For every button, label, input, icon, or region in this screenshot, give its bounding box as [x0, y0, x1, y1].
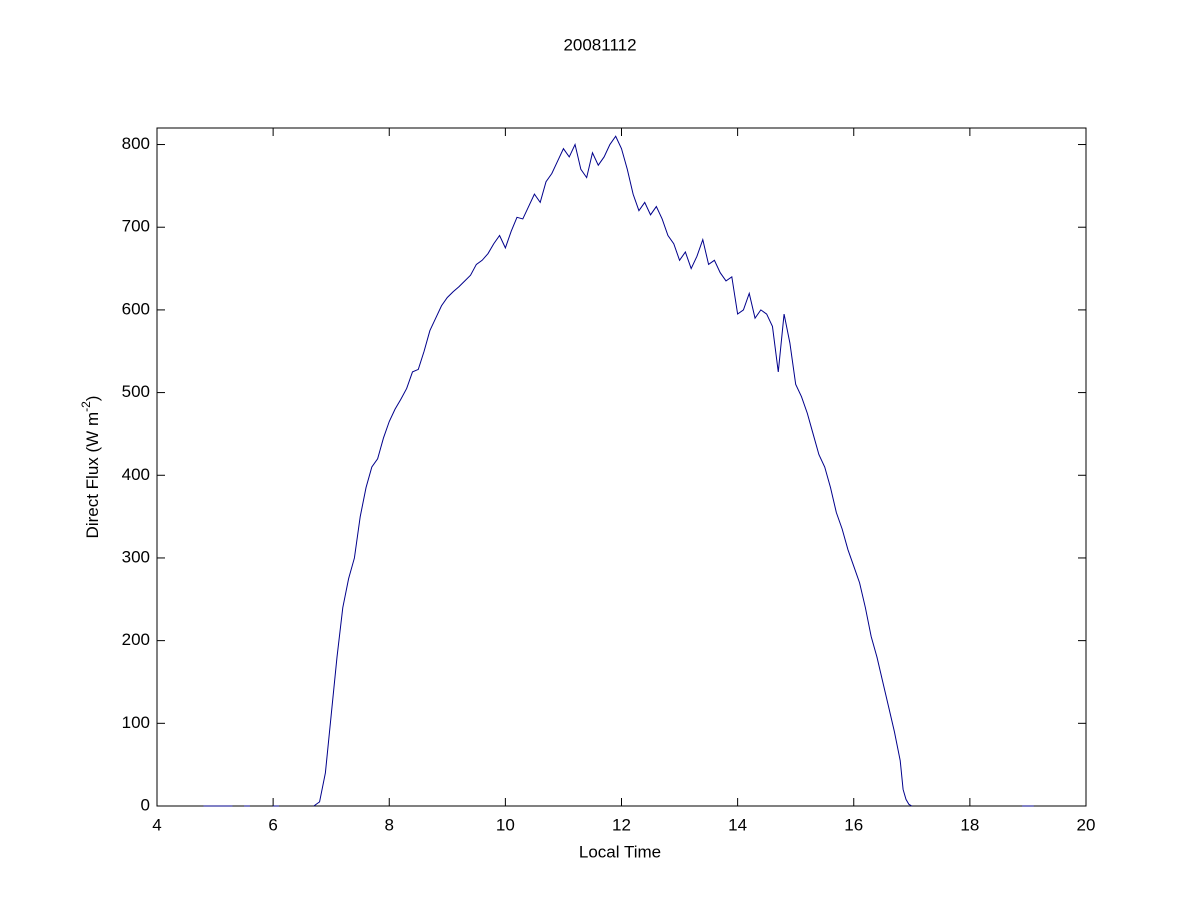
x-tick-label: 12: [612, 815, 631, 834]
x-tick-label: 18: [960, 815, 979, 834]
y-tick-label: 300: [122, 547, 150, 566]
y-label-sup: -2: [79, 401, 93, 412]
x-tick-label: 6: [268, 815, 277, 834]
data-line: [203, 135, 1034, 807]
x-tick-label: 4: [152, 815, 161, 834]
x-tick-label: 16: [844, 815, 863, 834]
y-tick-label: 0: [141, 795, 150, 814]
y-label-end: ): [83, 396, 102, 402]
x-tick-label: 8: [385, 815, 394, 834]
plot-area: [156, 127, 1087, 807]
y-tick-label: 500: [122, 382, 150, 401]
y-tick-label: 600: [122, 299, 150, 318]
chart-title: 20081112: [563, 35, 636, 54]
y-tick-label: 800: [122, 134, 150, 153]
y-axis-label: Direct Flux (W m-2): [79, 396, 102, 539]
y-tick-label: 100: [122, 713, 150, 732]
x-tick-label: 10: [496, 815, 515, 834]
y-tick-label: 200: [122, 630, 150, 649]
y-tick-label: 700: [122, 217, 150, 236]
y-label-text: Direct Flux (W m: [83, 412, 102, 539]
x-axis-label: Local Time: [579, 842, 661, 861]
x-tick-label: 14: [728, 815, 747, 834]
x-tick-label: 20: [1077, 815, 1096, 834]
y-tick-label: 400: [122, 465, 150, 484]
